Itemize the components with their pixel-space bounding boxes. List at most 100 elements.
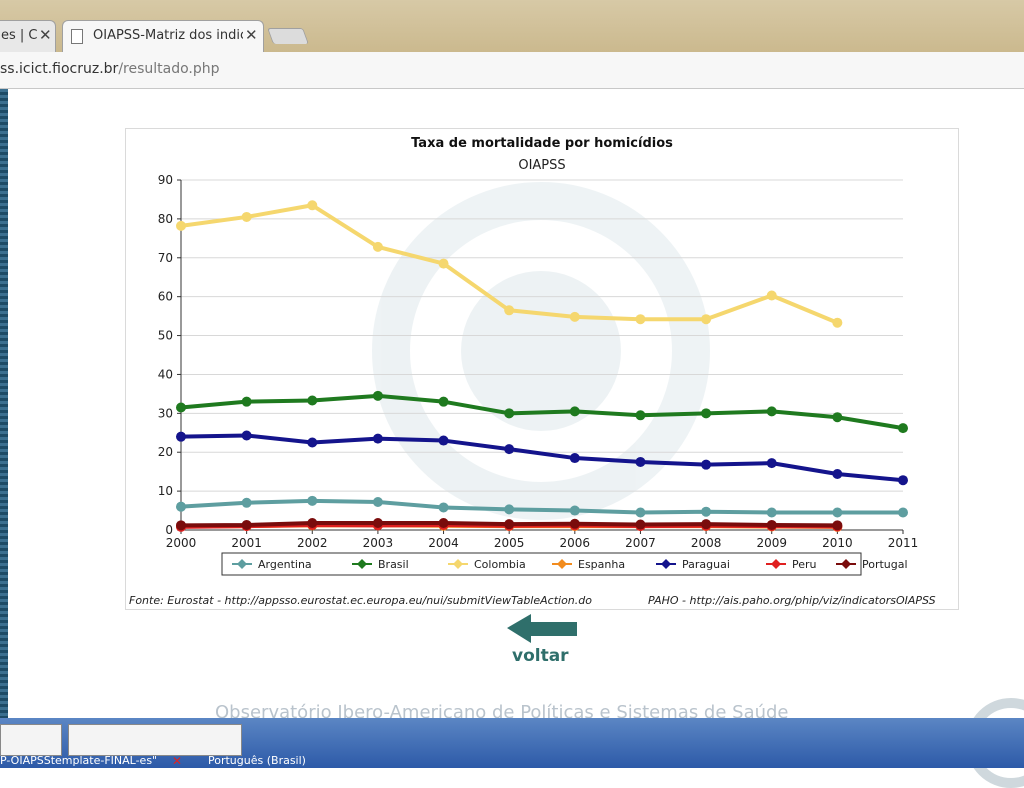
legend-marker-icon <box>557 559 567 569</box>
y-tick-label: 30 <box>158 406 173 420</box>
data-point <box>241 519 252 530</box>
series-colombia <box>176 200 843 328</box>
data-point <box>307 437 318 448</box>
tab-active-close-icon[interactable]: ✕ <box>245 26 258 44</box>
data-point <box>372 497 383 507</box>
series-line <box>180 393 904 431</box>
data-point <box>635 507 646 518</box>
data-point <box>438 435 449 446</box>
y-tick-label: 40 <box>158 367 173 381</box>
series-layer <box>176 200 908 532</box>
data-point <box>241 497 252 508</box>
data-point <box>766 406 777 417</box>
chart-title: Taxa de mortalidade por homicídios <box>411 136 673 151</box>
series-paraguai <box>176 430 908 486</box>
legend-item-paraguai: Paraguai <box>656 558 730 571</box>
x-tick-label: 2008 <box>691 536 722 550</box>
voltar-label: voltar <box>512 646 569 666</box>
data-point <box>372 241 383 252</box>
y-tick-label: 90 <box>158 173 173 187</box>
data-point <box>504 408 515 419</box>
data-point <box>569 518 580 529</box>
series-brasil <box>176 390 908 434</box>
legend-label: Espanha <box>578 558 625 571</box>
footer-ghost-text: Observatório Ibero-Americano de Política… <box>215 702 789 723</box>
data-point <box>569 311 580 322</box>
tab-previous-close-icon[interactable]: ✕ <box>39 26 52 44</box>
taskbar-window-label[interactable]: P-OIAPSStemplate-FINAL-es" <box>0 754 158 767</box>
data-point <box>176 501 186 512</box>
data-point <box>504 504 515 515</box>
data-point <box>241 430 252 441</box>
taskbar: P-OIAPSStemplate-FINAL-es" ✕ Português (… <box>0 718 1024 768</box>
data-point <box>504 305 515 316</box>
legend-item-peru: Peru <box>766 558 817 571</box>
taskbar-thumbnail-2[interactable] <box>68 724 242 756</box>
url-text[interactable]: ss.icict.fiocruz.br/resultado.php <box>0 61 220 77</box>
legend-marker-icon <box>357 559 367 569</box>
legend-marker-icon <box>237 559 247 569</box>
series-line <box>180 433 904 483</box>
document-icon <box>71 29 83 44</box>
data-point <box>701 506 712 517</box>
legend-item-brasil: Brasil <box>352 558 409 571</box>
tab-active-label: OIAPSS-Matriz dos indic <box>93 28 243 43</box>
tab-previous[interactable]: es | C ✕ <box>0 20 56 52</box>
data-point <box>307 200 318 211</box>
x-tick-label: 2004 <box>428 536 459 550</box>
data-point <box>766 458 777 469</box>
data-point <box>176 431 186 442</box>
x-axis-ticks: 2000 2001 2002 2003 2004 2005 2006 2007 2008 2009… <box>166 530 918 550</box>
x-tick-label: 2001 <box>231 536 262 550</box>
data-point <box>569 453 580 464</box>
y-tick-label: 80 <box>158 212 173 226</box>
legend-label: Colombia <box>474 558 526 571</box>
data-point <box>766 507 777 518</box>
data-point <box>635 519 646 530</box>
data-point <box>832 412 843 423</box>
chart-subtitle: OIAPSS <box>518 158 565 173</box>
source-eurostat: Fonte: Eurostat - http://appsso.eurostat… <box>129 594 592 607</box>
y-tick-label: 50 <box>158 329 173 343</box>
legend-box <box>221 552 862 576</box>
tab-active[interactable]: OIAPSS-Matriz dos indic ✕ <box>62 20 264 52</box>
legend-label: Portugal <box>862 558 908 571</box>
url-host: ss.icict.fiocruz.br <box>0 61 119 77</box>
data-point <box>898 507 908 518</box>
data-point <box>701 408 712 419</box>
data-point <box>504 444 515 455</box>
legend: Argentina Brasil Colombia Espanha Paraguai Pe… <box>221 552 908 576</box>
tab-previous-label: es | C <box>1 28 38 43</box>
address-bar[interactable]: ss.icict.fiocruz.br/resultado.php <box>0 52 1024 89</box>
data-point <box>898 423 908 434</box>
data-point <box>635 456 646 467</box>
data-point <box>569 505 580 516</box>
legend-marker-icon <box>453 559 463 569</box>
x-tick-label: 2003 <box>363 536 394 550</box>
legend-marker-icon <box>841 559 851 569</box>
chart-panel: Taxa de mortalidade por homicídios OIAPS… <box>125 128 959 610</box>
data-point <box>372 518 383 528</box>
legend-marker-icon <box>661 559 671 569</box>
data-point <box>307 518 318 528</box>
taskbar-language-label[interactable]: Português (Brasil) <box>208 754 306 767</box>
x-tick-label: 2006 <box>560 536 591 550</box>
data-point <box>241 396 252 407</box>
chart-grid <box>181 179 903 492</box>
data-point <box>176 220 186 231</box>
y-tick-label: 70 <box>158 251 173 265</box>
oiapss-watermark <box>372 182 710 520</box>
y-tick-label: 10 <box>158 484 173 498</box>
voltar-button[interactable]: voltar <box>505 612 585 672</box>
data-point <box>701 519 712 530</box>
new-tab-button[interactable] <box>267 28 309 44</box>
data-point <box>635 314 646 325</box>
series-line <box>180 498 903 515</box>
legend-label: Paraguai <box>682 558 730 571</box>
legend-label: Argentina <box>258 558 312 571</box>
taskbar-thumbnail-1[interactable] <box>0 724 62 756</box>
series-argentina <box>176 495 908 518</box>
data-point <box>832 317 843 328</box>
data-point <box>701 314 712 325</box>
legend-item-colombia: Colombia <box>448 558 526 571</box>
